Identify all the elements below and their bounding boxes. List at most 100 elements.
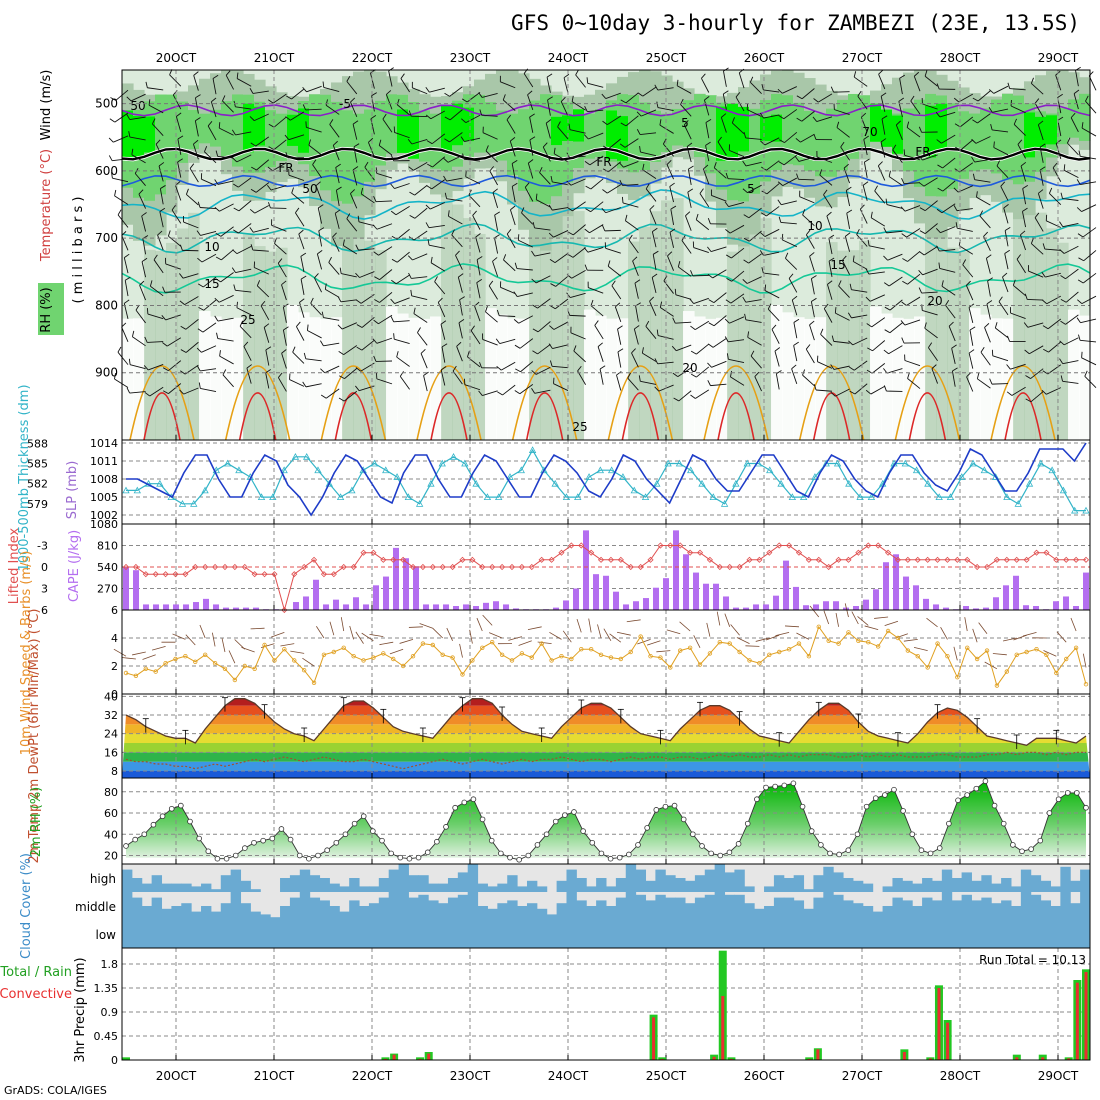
contour-label: 5 [747,182,755,196]
cloud-cell [1080,920,1091,948]
dry-boundary-layer [298,312,310,440]
temperature-contour-25 [894,365,961,441]
wind-barb [993,147,1009,156]
wind-barb [506,119,516,134]
wind-barb [219,355,234,365]
cape-bar [1063,596,1069,610]
wind-barb [632,260,639,277]
wind-barb [685,215,692,231]
rh-point [1019,848,1025,855]
wind-speed-point [747,658,752,663]
wind-barb-flag [371,92,377,97]
rh-point [662,803,669,810]
wind-barb [694,320,710,331]
wind-barb-flag [594,320,599,326]
wind-speed-point [193,659,198,664]
wind-barb-flag [249,88,254,94]
rh-point [187,818,193,825]
wind-barb [960,139,974,151]
cloud-cell [161,920,172,948]
wind-barb [791,299,798,316]
wind-barb [396,356,410,367]
wind-barb [411,139,428,145]
rh-point [379,837,385,844]
wind-barb [871,317,886,328]
wind-barb-flag [1057,116,1064,121]
wind-speed-point [678,648,683,653]
wind-barb [236,78,252,87]
wind-barb [995,327,1009,339]
contour-label: FR [278,161,293,175]
wind-barb-flag [654,358,659,365]
cloud-cell [556,903,567,920]
wind-speed-point [222,666,228,671]
wind-barb [217,155,234,159]
wind-barb-10m [609,633,622,643]
rh-point [708,850,714,857]
cape-bar [353,597,359,610]
wind-barb [1085,100,1097,114]
rh-band-green [507,113,519,176]
temperature-contour-30 [238,392,277,441]
wind-barb-flag [108,137,114,143]
wind-barb [840,146,850,161]
wind-barb-flag [1060,299,1067,303]
wind-barb [1055,143,1062,160]
thickness-point [698,479,706,487]
wind-barb-flag [231,129,236,136]
wind-speed-point [737,649,742,655]
wind-barb [923,245,938,256]
wind-barb-flag [795,156,800,162]
cloud-cell [714,892,726,920]
wind-barb-flag [444,138,450,143]
wind-barb [763,89,780,93]
rh-band-bright [1035,116,1047,151]
cloud-cell [457,872,469,892]
li-point [301,563,308,571]
rh-point [306,855,312,862]
cloud-cell [566,892,577,920]
wind-barb [781,200,797,206]
wind-barb [942,157,956,169]
ylabel-rh: RH (%) [39,287,54,332]
cloud-cell [704,920,716,948]
wind-barb [597,346,604,362]
wind-barb [168,383,182,395]
wind-barb [260,305,270,321]
rh-point [845,847,852,853]
wind-barb-10m [302,657,315,667]
wind-barb [475,236,481,253]
wind-speed-point [648,654,653,659]
wind-barb-flag [573,345,577,352]
cape-bar [1023,605,1029,610]
precip-tick-label: 0 [111,1054,118,1067]
slp-thickness-frame [121,439,1091,525]
wind-barb-flag [180,325,187,330]
contour-label: 25 [572,420,587,434]
thickness-point [1003,493,1011,501]
date-label-top: 20OCT [156,51,197,65]
cape-bar [163,604,169,610]
wind-barb-flag [984,323,990,328]
wind-barb-10m [864,625,879,630]
wind-barb [468,194,481,208]
wind-barb [307,330,322,339]
cloud-cell [487,920,498,948]
wind-barb [123,257,129,274]
wind-barb [335,167,340,184]
wind-barb-flag [444,92,450,97]
wind-barb [965,285,974,301]
wind-barb-flag [139,280,145,286]
cape-bar [463,604,469,610]
wind-barb-flag [725,254,732,259]
wind-barb-flag [671,345,677,351]
wind-barb [727,178,745,181]
wind-speed-point [143,666,148,671]
wind-barb [1063,337,1079,346]
wind-barb-flag [823,189,828,195]
wind-barb [288,134,305,141]
wind-barb-flag [601,207,607,214]
wind-barb-flag [144,392,151,397]
wind-barb [851,314,868,319]
